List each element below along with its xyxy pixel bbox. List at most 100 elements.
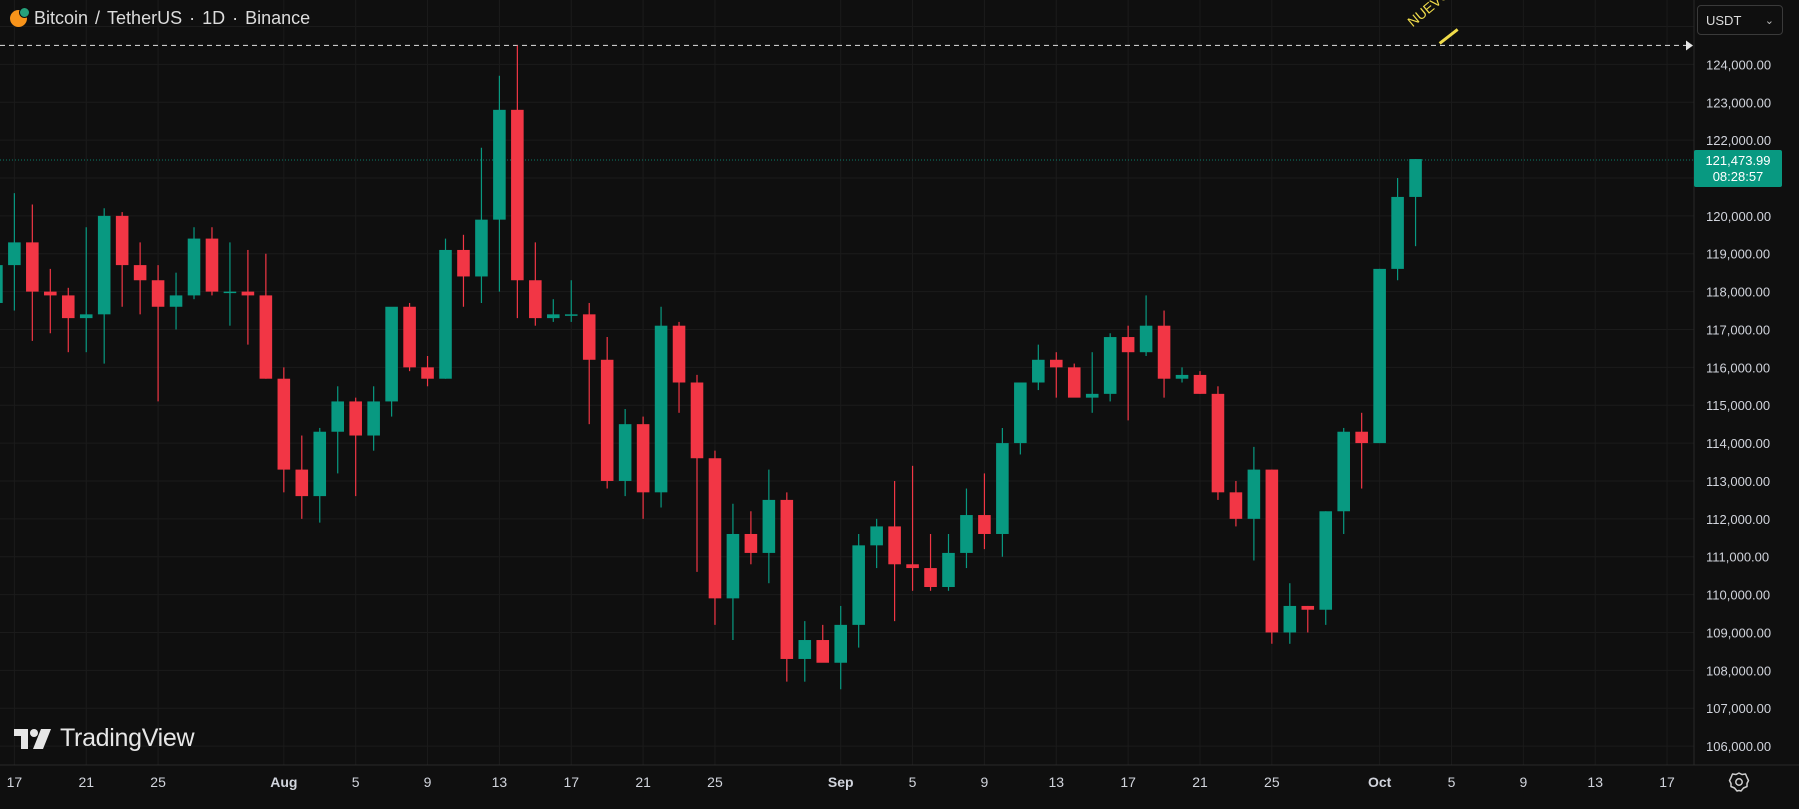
candle-up — [169, 272, 183, 330]
candle-body — [1409, 159, 1422, 197]
candle-body — [690, 382, 704, 459]
candle-down — [780, 492, 794, 682]
candle-up — [1247, 446, 1261, 561]
candle-body — [1139, 325, 1153, 353]
candle-down — [636, 416, 650, 519]
candle-body — [1085, 393, 1099, 398]
chevron-down-icon: ⌄ — [1764, 14, 1774, 27]
candle-body — [942, 552, 955, 588]
ath-arrow-icon — [1686, 40, 1693, 51]
price-tick-label: 109,000.00 — [1706, 625, 1771, 640]
price-tick-label: 124,000.00 — [1706, 57, 1771, 72]
candle-body — [798, 640, 812, 659]
time-tick-label: 5 — [1448, 774, 1456, 790]
candle-body — [600, 359, 614, 481]
price-tick-label: 112,000.00 — [1706, 512, 1770, 527]
candle-down — [924, 533, 937, 591]
candle-down — [744, 511, 758, 565]
candle-body — [223, 291, 237, 294]
time-tick-label: 17 — [1120, 774, 1136, 790]
logo-text: TradingView — [60, 724, 195, 752]
candle-down — [708, 450, 722, 625]
time-tick-label: 9 — [1519, 774, 1527, 790]
currency-unit-dropdown[interactable]: USDT ⌄ — [1697, 5, 1783, 35]
price-tick-label: 115,000.00 — [1706, 398, 1770, 413]
candle-down — [115, 212, 129, 307]
candle-body — [1283, 605, 1297, 633]
candle-down — [44, 268, 57, 334]
candle-body — [1157, 325, 1171, 379]
price-tick-label: 106,000.00 — [1706, 739, 1771, 754]
candle-down — [978, 473, 991, 550]
candle-body — [0, 265, 3, 303]
candle-down — [205, 227, 219, 296]
candle-body — [475, 219, 488, 277]
candle-down — [403, 302, 416, 372]
currency-unit-label: USDT — [1706, 12, 1742, 28]
candle-down — [1193, 371, 1207, 394]
candle-up — [618, 409, 632, 497]
candle-body — [97, 215, 111, 315]
candle-up — [8, 193, 21, 311]
candle-body — [1049, 359, 1063, 368]
candle-down — [133, 242, 147, 315]
candle-body — [834, 624, 847, 663]
time-tick-label: 17 — [1659, 774, 1675, 790]
interval: 1D — [202, 7, 226, 28]
candle-body — [978, 515, 991, 534]
candle-up — [547, 299, 560, 322]
candle-body — [8, 242, 21, 266]
candle-body — [151, 280, 165, 307]
price-tick-label: 118,000.00 — [1706, 285, 1770, 300]
time-tick-label: 13 — [492, 774, 508, 790]
time-tick-label: 5 — [352, 774, 360, 790]
candle-up — [960, 488, 973, 569]
candle-body — [385, 306, 398, 402]
time-tick-label: Oct — [1368, 774, 1392, 790]
candle-body — [906, 564, 919, 569]
candle-up — [1032, 344, 1045, 391]
candle-down — [672, 321, 686, 413]
candle-up — [834, 605, 847, 690]
candle-body — [349, 401, 362, 436]
candle-body — [331, 401, 345, 432]
candle-up — [1139, 295, 1153, 356]
candle-down — [690, 374, 704, 572]
candle-up — [97, 208, 111, 364]
symbol-separator: / — [95, 7, 101, 28]
tradingview-logo[interactable]: TradingView — [14, 724, 195, 753]
candle-down — [1301, 605, 1315, 633]
candle-down — [241, 249, 255, 345]
candle-body — [133, 265, 147, 281]
candle-body — [762, 499, 776, 553]
gear-icon[interactable] — [1728, 771, 1750, 793]
price-tick-label: 119,000.00 — [1706, 247, 1770, 262]
candle-body — [582, 314, 596, 360]
symbol-header[interactable]: Bitcoin / TetherUS · 1D · Binance — [10, 6, 310, 30]
candle-body — [187, 238, 201, 296]
time-tick-label: 21 — [635, 774, 651, 790]
candle-down — [151, 265, 165, 402]
candle-down — [529, 242, 542, 326]
candle-body — [1175, 374, 1189, 379]
candle-up — [79, 227, 93, 353]
candle-body — [960, 515, 973, 553]
candle-down — [259, 253, 273, 379]
price-tick-label: 114,000.00 — [1706, 436, 1770, 451]
price-tick-label: 117,000.00 — [1706, 322, 1770, 337]
candle-body — [1211, 393, 1225, 493]
candle-up — [942, 533, 955, 591]
time-tick-label: 5 — [909, 774, 917, 790]
time-tick-label: Aug — [270, 774, 297, 790]
candle-up — [1283, 583, 1297, 644]
bar-countdown: 08:28:57 — [1713, 169, 1764, 184]
candle-body — [1014, 382, 1027, 444]
candle-body — [726, 533, 740, 599]
price-tick-label: 120,000.00 — [1706, 209, 1771, 224]
annotation-layer: NUEVO ATH — [1404, 0, 1476, 45]
candle-down — [349, 397, 362, 497]
price-tick-label: 116,000.00 — [1706, 360, 1770, 375]
candle-body — [241, 291, 255, 296]
